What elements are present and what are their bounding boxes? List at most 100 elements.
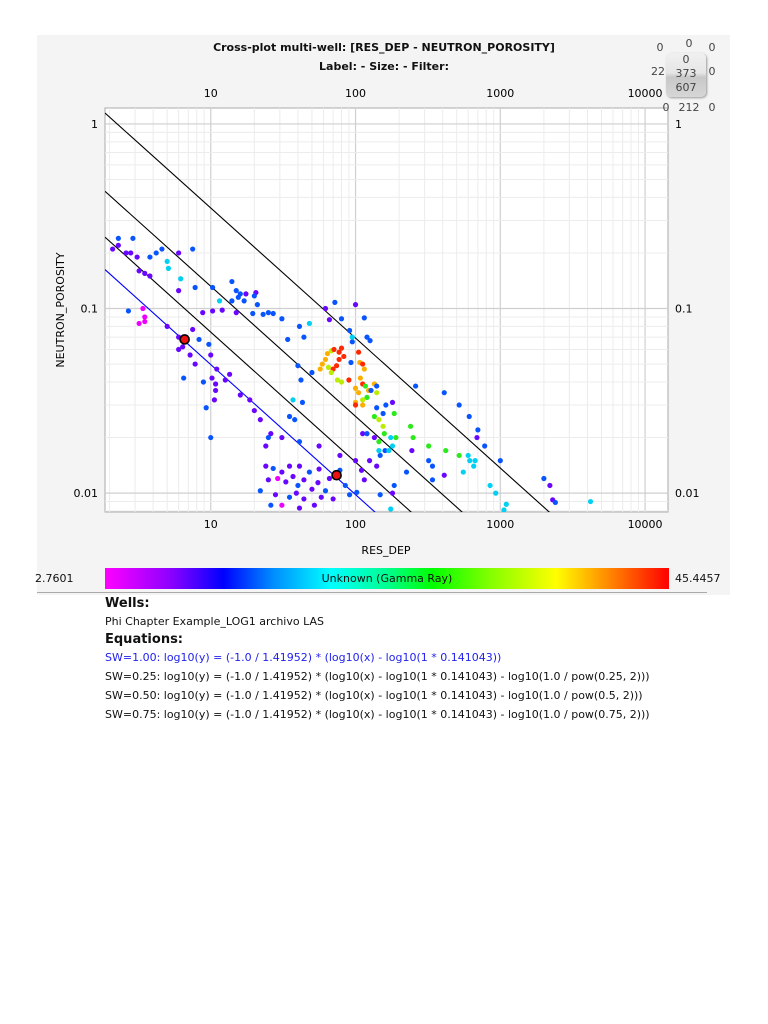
data-point bbox=[374, 405, 380, 411]
data-point bbox=[268, 502, 274, 508]
data-point bbox=[503, 501, 509, 507]
data-point bbox=[338, 345, 345, 351]
x-tick-label: 1000 bbox=[486, 518, 514, 531]
data-point bbox=[270, 465, 276, 472]
data-point bbox=[214, 366, 220, 372]
data-point bbox=[275, 475, 281, 482]
data-point bbox=[292, 417, 298, 423]
data-point bbox=[210, 308, 216, 314]
data-point bbox=[279, 469, 285, 475]
data-point bbox=[368, 387, 374, 394]
data-point bbox=[460, 469, 466, 475]
x-tick-label-top: 10000 bbox=[628, 87, 663, 100]
data-point bbox=[360, 402, 366, 408]
data-point bbox=[383, 402, 389, 408]
counter-box[interactable]: 0 373 607 bbox=[666, 53, 706, 97]
data-point bbox=[376, 439, 382, 445]
data-point bbox=[413, 383, 419, 389]
counter: 22 bbox=[651, 65, 665, 78]
data-point bbox=[380, 410, 386, 417]
data-point bbox=[254, 302, 261, 308]
data-point bbox=[243, 291, 249, 297]
data-point bbox=[212, 387, 219, 394]
data-point bbox=[260, 311, 266, 317]
data-point bbox=[296, 505, 303, 511]
data-point bbox=[130, 235, 136, 241]
data-point bbox=[474, 434, 480, 441]
data-point bbox=[296, 323, 303, 330]
data-point bbox=[352, 458, 359, 464]
data-point bbox=[393, 434, 399, 441]
data-point bbox=[407, 423, 414, 429]
data-point bbox=[265, 434, 271, 441]
counter: 0 bbox=[708, 101, 716, 114]
data-point bbox=[325, 364, 332, 370]
data-point bbox=[316, 443, 322, 449]
y-tick-label-right: 0.1 bbox=[675, 303, 693, 316]
data-point bbox=[178, 276, 184, 282]
data-point bbox=[295, 482, 301, 489]
data-point bbox=[467, 458, 473, 464]
data-point bbox=[222, 377, 228, 383]
x-axis-label: RES_DEP bbox=[361, 544, 410, 557]
data-point bbox=[346, 377, 352, 383]
data-point bbox=[352, 385, 359, 391]
data-point bbox=[346, 492, 353, 498]
data-point bbox=[409, 447, 415, 454]
data-point bbox=[357, 375, 363, 381]
data-point bbox=[316, 466, 322, 472]
data-point bbox=[355, 349, 362, 355]
data-point bbox=[322, 356, 329, 363]
data-point bbox=[311, 502, 318, 508]
data-point bbox=[376, 417, 382, 423]
y-tick-label: 0.1 bbox=[81, 303, 99, 316]
data-point bbox=[257, 417, 263, 423]
data-point bbox=[362, 383, 368, 389]
data-point bbox=[386, 447, 392, 454]
data-point bbox=[364, 334, 370, 340]
data-point bbox=[142, 270, 148, 276]
y-tick-label: 0.01 bbox=[74, 487, 99, 500]
data-point bbox=[374, 383, 380, 389]
data-point bbox=[361, 477, 367, 483]
data-point bbox=[208, 352, 214, 358]
data-point bbox=[338, 316, 345, 322]
sw-line-0.5 bbox=[105, 190, 463, 512]
data-point bbox=[331, 346, 337, 353]
data-point bbox=[330, 496, 336, 502]
counter: 212 bbox=[678, 101, 700, 114]
data-point bbox=[268, 431, 274, 437]
data-point bbox=[377, 452, 383, 459]
data-point bbox=[286, 494, 293, 500]
data-point bbox=[349, 334, 355, 340]
data-point bbox=[319, 361, 325, 367]
data-point bbox=[286, 413, 293, 420]
data-point bbox=[391, 482, 397, 489]
data-point bbox=[364, 431, 370, 437]
data-point bbox=[358, 467, 365, 473]
y-tick-label-right: 0.01 bbox=[675, 487, 700, 500]
chart-title: Cross-plot multi-well: [RES_DEP - NEUTRO… bbox=[213, 41, 555, 54]
data-point bbox=[283, 479, 289, 485]
data-point bbox=[352, 402, 359, 408]
data-point bbox=[208, 434, 214, 441]
x-tick-label: 10 bbox=[204, 518, 218, 531]
data-point bbox=[322, 305, 329, 312]
data-point bbox=[235, 294, 241, 300]
data-point bbox=[165, 265, 172, 271]
data-point bbox=[142, 318, 148, 325]
data-point bbox=[212, 381, 219, 387]
data-point bbox=[299, 399, 306, 406]
data-point bbox=[355, 390, 362, 396]
data-point bbox=[123, 250, 129, 256]
data-point bbox=[210, 284, 216, 291]
data-point bbox=[374, 463, 380, 469]
data-point bbox=[295, 363, 301, 369]
data-point bbox=[410, 434, 416, 441]
data-point bbox=[140, 305, 146, 312]
data-point bbox=[251, 407, 257, 414]
data-point bbox=[354, 489, 360, 495]
data-point bbox=[371, 434, 377, 441]
data-point bbox=[164, 258, 170, 265]
